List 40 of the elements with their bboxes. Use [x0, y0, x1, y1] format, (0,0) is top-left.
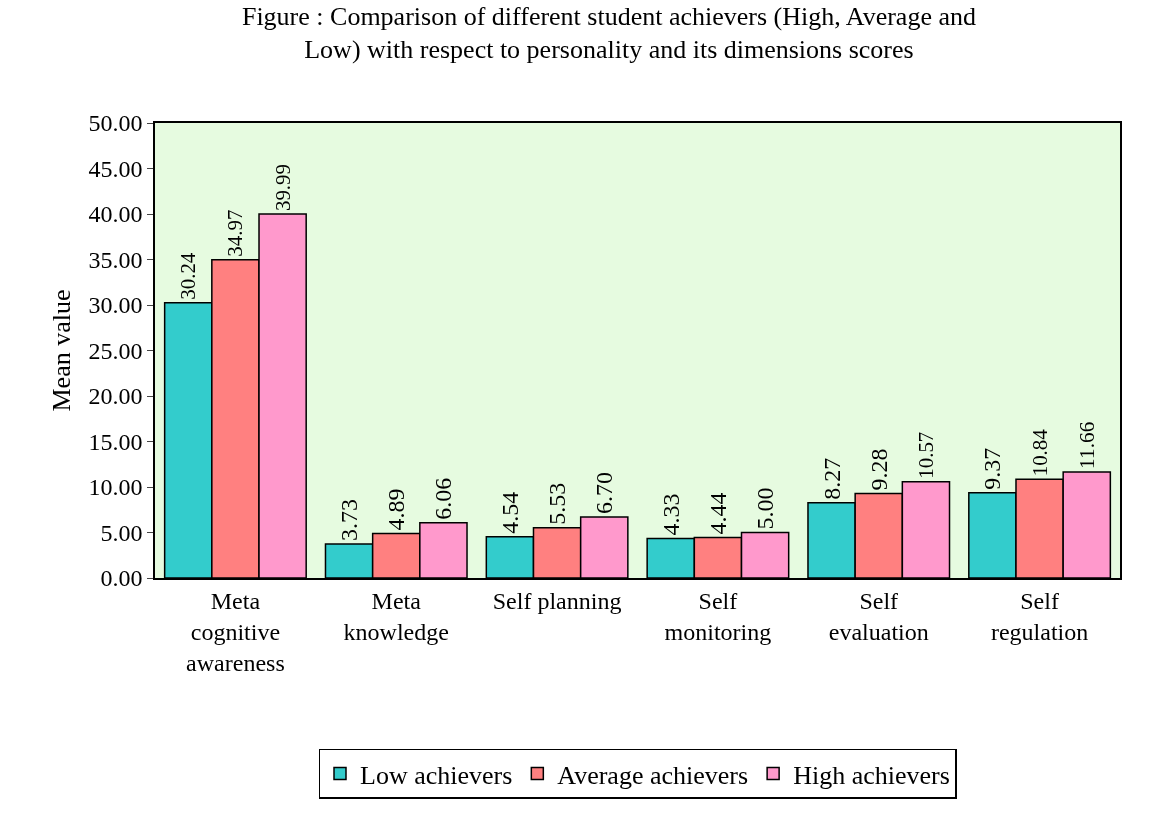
- chart-title: Figure : Comparison of different student achievers (High, Average and Low) with respect to personality and its dimensions scores: [241, 1, 976, 65]
- legend-label: Average achievers: [557, 760, 749, 790]
- data-label: 9.28: [865, 448, 892, 491]
- data-label: 11.66: [1074, 421, 1099, 469]
- legend-label: High achievers: [793, 760, 950, 790]
- y-tick-label: 30.00: [88, 292, 143, 319]
- y-tick-label: 35.00: [88, 246, 143, 273]
- y-tick-label: 10.00: [88, 474, 143, 501]
- legend-label: Low achievers: [360, 760, 513, 790]
- data-label: 5.53: [544, 482, 571, 525]
- x-tick-label: Self evaluation: [828, 587, 929, 645]
- data-label: 4.54: [496, 491, 523, 534]
- data-label: 10.84: [1027, 428, 1052, 477]
- x-tick-label: Self monitoring: [664, 587, 772, 645]
- data-label: 4.33: [657, 493, 684, 536]
- y-tick-label: 15.00: [88, 428, 143, 455]
- data-label: 30.24: [176, 252, 201, 300]
- y-axis-title: Mean value: [47, 289, 77, 412]
- data-label: 8.27: [818, 457, 845, 500]
- y-tick-label: 20.00: [88, 383, 143, 410]
- y-tick-label: 50.00: [88, 110, 143, 137]
- y-tick-label: 40.00: [88, 201, 143, 228]
- data-label: 34.97: [223, 209, 248, 257]
- data-label: 4.44: [704, 492, 731, 535]
- y-tick-label: 0.00: [100, 565, 143, 592]
- data-label: 39.99: [270, 163, 295, 212]
- data-label: 10.57: [913, 431, 938, 479]
- data-label: 3.73: [336, 499, 363, 542]
- data-label: 9.37: [979, 447, 1006, 490]
- x-tick-label: Self planning: [492, 587, 622, 614]
- data-label: 6.70: [591, 472, 618, 515]
- y-tick-label: 45.00: [88, 155, 143, 182]
- x-tick-label: Meta cognitive awareness: [186, 587, 285, 676]
- y-tick-label: 5.00: [100, 519, 143, 546]
- x-tick-label: Meta knowledge: [343, 587, 449, 645]
- y-tick-label: 25.00: [88, 337, 143, 364]
- data-label: 4.89: [383, 488, 410, 531]
- x-tick-label: Self regulation: [990, 587, 1089, 645]
- data-label: 6.06: [430, 477, 457, 520]
- data-label: 5.00: [752, 487, 779, 530]
